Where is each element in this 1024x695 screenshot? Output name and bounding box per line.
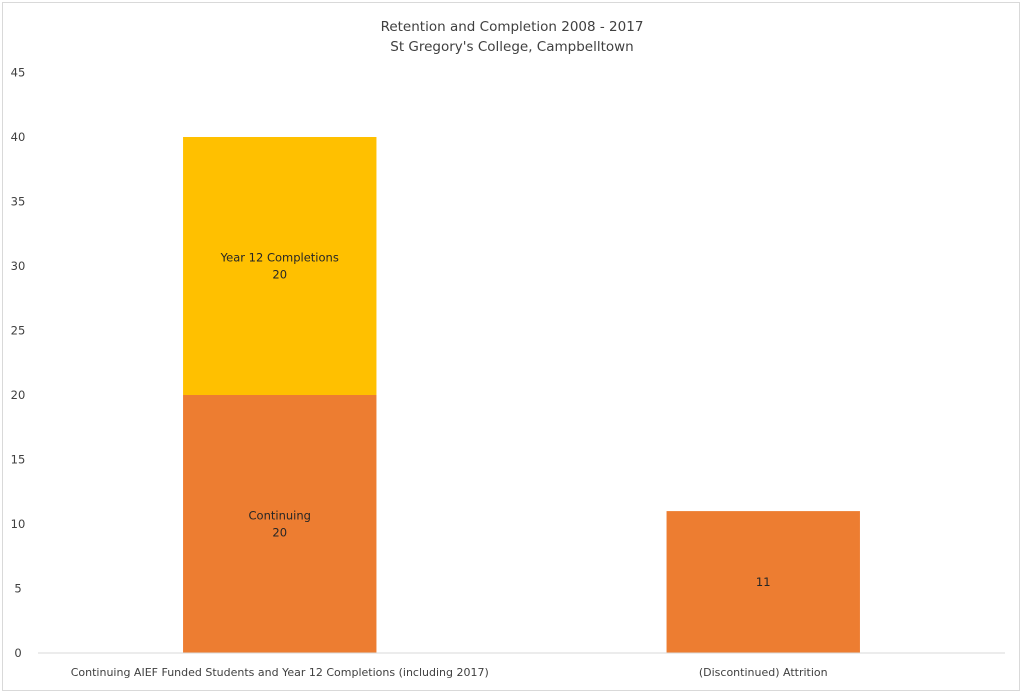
bars (183, 137, 860, 653)
y-tick-label: 0 (14, 646, 21, 660)
y-tick-label: 25 (11, 324, 26, 338)
data-label: 20 (272, 268, 287, 282)
y-tick-label: 15 (11, 453, 26, 467)
data-label: Year 12 Completions (220, 251, 339, 265)
y-axis-ticks: 0 5 10 15 20 25 30 35 40 45 (11, 66, 26, 661)
data-labels: Continuing 20 11 Year 12 Completions 20 (220, 251, 771, 590)
y-tick-label: 10 (11, 517, 26, 531)
data-label: 11 (756, 575, 771, 589)
y-tick-label: 30 (11, 259, 26, 273)
y-tick-label: 45 (11, 66, 26, 80)
y-tick-label: 20 (11, 388, 26, 402)
data-label: 20 (272, 526, 287, 540)
bar-segment (183, 137, 377, 395)
x-category-label: (Discontinued) Attrition (699, 666, 828, 679)
y-tick-label: 40 (11, 130, 26, 144)
x-category-label: Continuing AIEF Funded Students and Year… (71, 666, 489, 679)
bar-segment (183, 395, 377, 653)
y-tick-label: 35 (11, 195, 26, 209)
chart-subtitle: St Gregory's College, Campbelltown (390, 39, 633, 55)
data-label: Continuing (249, 509, 311, 523)
bar-segment (666, 511, 860, 653)
chart-title: Retention and Completion 2008 - 2017 (381, 19, 644, 35)
x-axis-categories: Continuing AIEF Funded Students and Year… (71, 666, 828, 679)
y-tick-label: 5 (14, 582, 21, 596)
